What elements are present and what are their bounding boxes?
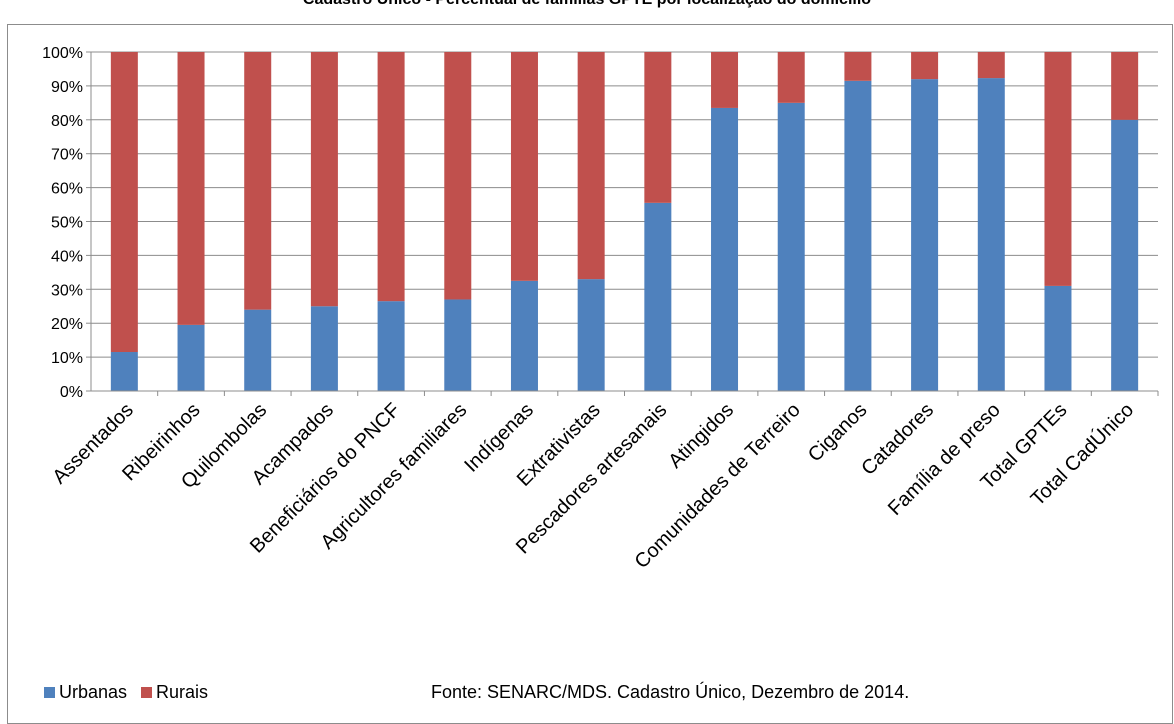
x-tick-label: Família de preso bbox=[884, 399, 1005, 520]
bar-rurais bbox=[777, 52, 805, 103]
chart-title: Cadastro Único - Percentual de famílias … bbox=[0, 0, 1174, 9]
bar-urbanas bbox=[911, 79, 939, 392]
bar-urbanas bbox=[644, 202, 672, 391]
bar-urbanas bbox=[177, 324, 205, 391]
y-tick-label: 20% bbox=[51, 316, 83, 333]
legend-swatch-rurais bbox=[141, 687, 153, 698]
source-note: Fonte: SENARC/MDS. Cadastro Único, Dezem… bbox=[431, 682, 910, 702]
bar-urbanas bbox=[1111, 119, 1139, 392]
bar-rurais bbox=[911, 52, 939, 80]
y-tick-label: 10% bbox=[51, 350, 83, 367]
y-tick-label: 90% bbox=[51, 79, 83, 96]
legend-item-urbanas: Urbanas bbox=[44, 682, 127, 703]
legend-label-rurais: Rurais bbox=[156, 682, 209, 702]
bar-rurais bbox=[844, 52, 872, 81]
bar-urbanas bbox=[844, 80, 872, 391]
bar-urbanas bbox=[110, 352, 138, 391]
y-tick-label: 50% bbox=[51, 215, 83, 232]
bar-rurais bbox=[711, 52, 739, 108]
bar-rurais bbox=[1044, 52, 1072, 286]
y-tick-label: 0% bbox=[60, 384, 83, 401]
y-tick-label: 60% bbox=[51, 181, 83, 198]
x-tick-label: Ciganos bbox=[804, 399, 871, 466]
bar-urbanas bbox=[1044, 285, 1072, 391]
bar-rurais bbox=[244, 52, 272, 310]
bar-rurais bbox=[1111, 52, 1139, 120]
y-tick-label: 100% bbox=[42, 45, 83, 62]
bar-rurais bbox=[444, 52, 472, 300]
bar-rurais bbox=[510, 52, 538, 281]
y-tick-label: 80% bbox=[51, 113, 83, 130]
bar-urbanas bbox=[711, 107, 739, 391]
bar-rurais bbox=[644, 52, 672, 203]
bar-rurais bbox=[977, 52, 1005, 79]
y-tick-label: 70% bbox=[51, 147, 83, 164]
bar-urbanas bbox=[777, 102, 805, 391]
y-tick-label: 30% bbox=[51, 282, 83, 299]
y-tick-label: 40% bbox=[51, 248, 83, 265]
bar-urbanas bbox=[577, 279, 605, 391]
legend-item-rurais: Rurais bbox=[141, 682, 208, 703]
legend-label-urbanas: Urbanas bbox=[59, 682, 128, 702]
bar-rurais bbox=[177, 52, 205, 325]
bar-urbanas bbox=[444, 299, 472, 391]
bar-urbanas bbox=[977, 78, 1005, 391]
legend: Urbanas Rurais bbox=[44, 682, 222, 703]
bar-rurais bbox=[110, 52, 138, 353]
bar-urbanas bbox=[377, 301, 405, 391]
bar-urbanas bbox=[310, 306, 338, 391]
bar-urbanas bbox=[510, 280, 538, 391]
bar-rurais bbox=[577, 52, 605, 280]
legend-swatch-urbanas bbox=[44, 687, 55, 698]
bar-rurais bbox=[310, 52, 338, 307]
bar-urbanas bbox=[244, 309, 272, 391]
bar-rurais bbox=[377, 52, 405, 302]
